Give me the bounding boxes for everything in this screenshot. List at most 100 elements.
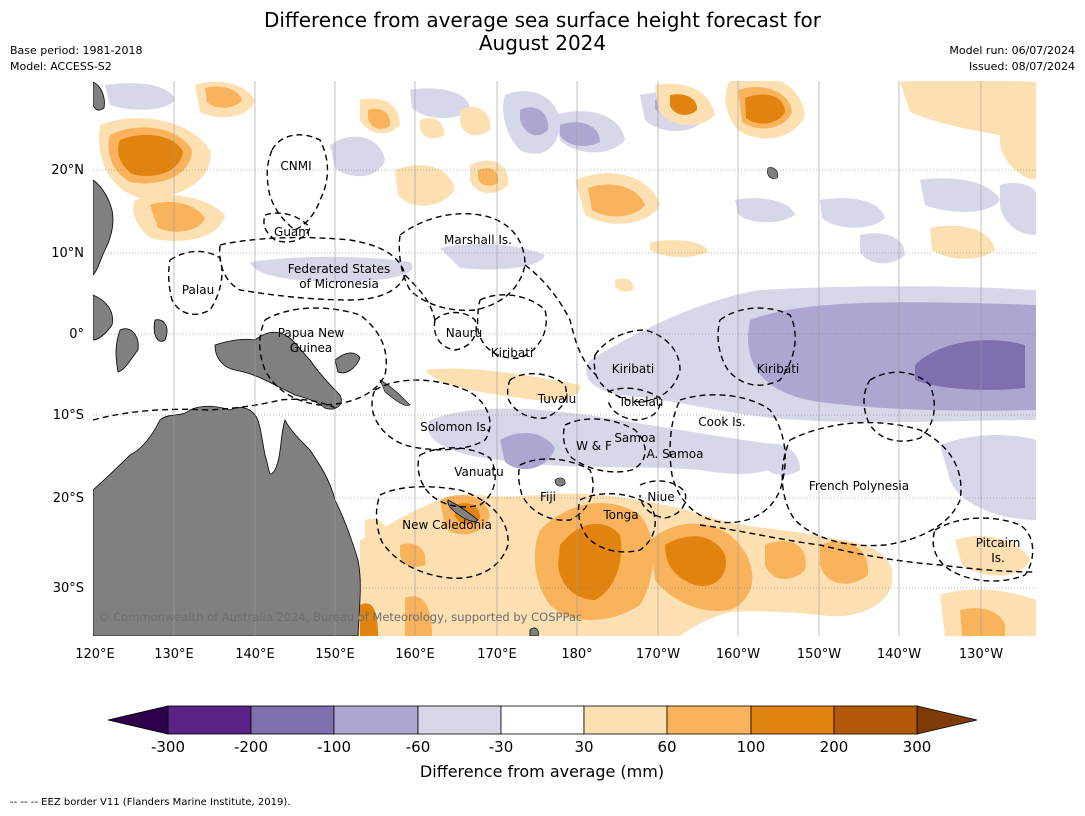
eez-kiribati-central xyxy=(593,329,681,403)
north-negative-3-core xyxy=(560,122,600,146)
eez-north-connection xyxy=(524,264,597,376)
se-positive-2-mid xyxy=(960,608,1005,636)
eez-micronesia xyxy=(218,236,406,301)
eez-niue xyxy=(639,480,687,519)
label-french-polynesia: French Polynesia xyxy=(809,479,909,493)
colorbar-extend-high xyxy=(916,705,978,735)
sw-positive-1-mid xyxy=(360,603,378,636)
colorbar-swatch-4 xyxy=(417,705,502,735)
taiwan-land xyxy=(93,81,105,111)
label-cook-islands: Cook Is. xyxy=(698,415,745,429)
lon-label-130e: 130°E xyxy=(154,647,194,662)
lon-label-120e: 120°E xyxy=(75,647,115,662)
positive-anomaly-layer xyxy=(99,81,1036,636)
eez-french-polynesia xyxy=(781,421,962,547)
label-nauru: Nauru xyxy=(446,326,482,340)
n-positive-8-mid xyxy=(588,184,645,217)
forecast-map: CNMI Guam Marshall Is. Federated States … xyxy=(51,81,1036,781)
south-positive-4 xyxy=(820,541,869,584)
n-positive-14 xyxy=(615,278,634,292)
australia-land xyxy=(93,405,361,636)
lat-label-10n: 10°N xyxy=(51,246,84,261)
model-run-text: Model run: 06/07/2024 xyxy=(949,44,1075,57)
philippines-land xyxy=(93,179,114,276)
n-positive-16 xyxy=(420,118,445,139)
eez-fiji xyxy=(517,458,594,521)
north-negative-10 xyxy=(860,233,905,264)
label-samoa: Samoa xyxy=(614,431,655,445)
label-png-line1: Papua New xyxy=(278,326,345,340)
label-vanuatu: Vanuatu xyxy=(454,465,504,479)
label-wallis-futuna: W & F xyxy=(576,439,612,453)
n-positive-12 xyxy=(900,81,1036,140)
negative-anomaly-layer xyxy=(105,83,1036,629)
colorbar-label-100: 100 xyxy=(737,738,766,756)
eez-tokelau xyxy=(607,387,661,421)
north-negative-2-core xyxy=(520,107,549,136)
eez-australia-north xyxy=(93,398,341,421)
colorbar-title: Difference from average (mm) xyxy=(420,762,664,781)
colorbar-label-200: 200 xyxy=(820,738,849,756)
colorbar-label-m300: -300 xyxy=(151,738,185,756)
label-pitcairn-line2: Is. xyxy=(991,551,1005,565)
colorbar-swatch-9 xyxy=(833,705,918,735)
south-positive-3 xyxy=(765,541,806,580)
label-kiribati-central: Kiribati xyxy=(612,362,654,376)
north-negative-8 xyxy=(920,178,1000,212)
model-text: Model: ACCESS-S2 xyxy=(10,60,112,73)
colorbar-swatch-3 xyxy=(333,705,419,735)
label-tokelau: Tokelau xyxy=(618,395,664,409)
new-guinea-land xyxy=(214,331,342,410)
lon-label-140e: 140°E xyxy=(235,647,275,662)
eez-pitcairn xyxy=(932,517,1034,582)
colorbar-label-m60: -60 xyxy=(406,738,431,756)
marshall-negative xyxy=(440,244,545,270)
label-guam: Guam xyxy=(274,225,310,239)
lon-label-170e: 170°E xyxy=(477,647,517,662)
label-american-samoa: A. Samoa xyxy=(647,447,704,461)
colorbar-swatch-8 xyxy=(750,705,835,735)
label-fiji: Fiji xyxy=(540,490,556,504)
lat-label-10s: 10°S xyxy=(53,408,84,423)
label-niue: Niue xyxy=(647,490,674,504)
eez-nauru xyxy=(433,311,477,351)
lon-label-160w: 160°W xyxy=(716,647,760,662)
eez-marshall xyxy=(398,213,526,312)
borneo-land xyxy=(93,294,113,341)
se-positive-1 xyxy=(955,536,1030,576)
label-pitcairn-line1: Pitcairn xyxy=(976,536,1021,550)
north-negative-6 xyxy=(820,198,885,228)
n-positive-6 xyxy=(395,165,455,206)
label-solomon-islands: Solomon Is. xyxy=(420,420,490,434)
colorbar-label-m200: -200 xyxy=(234,738,268,756)
eez-borders xyxy=(93,134,1036,582)
eez-cnmi xyxy=(266,134,329,231)
region-labels: CNMI Guam Marshall Is. Federated States … xyxy=(182,159,1020,565)
eez-new-caledonia xyxy=(375,486,509,579)
lon-label-180: 180° xyxy=(561,647,592,662)
colorbar-extend-low xyxy=(107,705,169,735)
label-new-caledonia: New Caledonia xyxy=(402,518,492,532)
colorbar-swatch-5 xyxy=(500,705,585,735)
nw-positive-2-mid xyxy=(150,201,205,232)
label-tonga: Tonga xyxy=(602,508,638,522)
label-fsm-line1: Federated States xyxy=(288,262,390,276)
lon-labels: 120°E 130°E 140°E 150°E 160°E 170°E 180°… xyxy=(75,647,1003,662)
eez-west-link xyxy=(404,274,436,321)
sw-positive-2 xyxy=(405,596,432,636)
lon-label-160e: 160°E xyxy=(395,647,435,662)
sw-positive-4 xyxy=(378,558,406,594)
label-marshall-islands: Marshall Is. xyxy=(444,233,512,247)
lat-label-30s: 30°S xyxy=(53,581,84,596)
colorbar-swatch-1 xyxy=(167,705,252,735)
hawaii-land xyxy=(767,167,779,179)
eez-south-connection xyxy=(699,524,1036,573)
lon-label-150e: 150°E xyxy=(315,647,355,662)
label-png-line2: Guinea xyxy=(290,341,333,355)
sulawesi-land xyxy=(115,328,139,373)
solomon-land xyxy=(379,379,411,406)
n-positive-7-mid xyxy=(478,168,499,186)
new-caledonia-land xyxy=(447,499,479,522)
lat-label-0: 0° xyxy=(69,327,84,342)
lon-label-130w: 130°W xyxy=(959,647,1003,662)
